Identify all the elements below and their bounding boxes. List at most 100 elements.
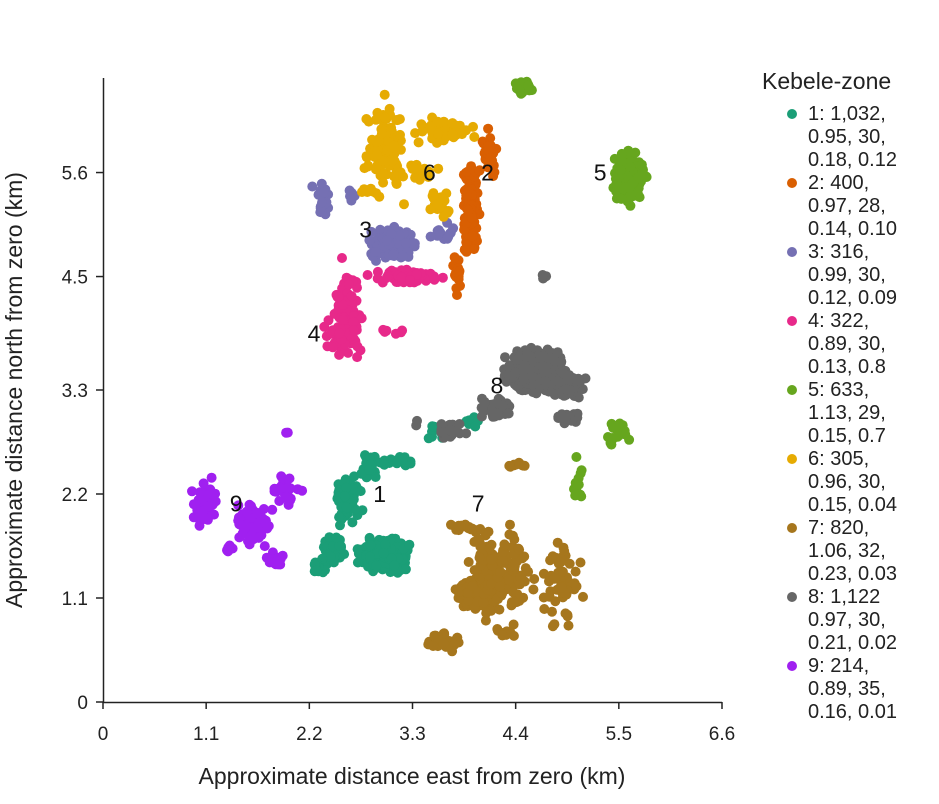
- data-point: [467, 231, 478, 242]
- data-point: [364, 235, 375, 246]
- data-point: [494, 581, 505, 592]
- data-point: [539, 375, 550, 386]
- data-point: [364, 551, 375, 562]
- data-point: [539, 604, 550, 614]
- data-point: [209, 509, 219, 520]
- data-point: [372, 107, 383, 118]
- data-point: [276, 471, 287, 482]
- series-5-points: [510, 76, 652, 502]
- x-tick-label: 6.6: [709, 724, 735, 745]
- data-point: [372, 150, 383, 160]
- data-point: [575, 557, 586, 568]
- data-point: [547, 621, 558, 632]
- data-point: [283, 482, 294, 493]
- data-point: [503, 408, 514, 419]
- series-4-points: [319, 253, 448, 363]
- data-point: [397, 251, 408, 262]
- data-point: [359, 163, 370, 174]
- y-tick-label: 1.1: [62, 589, 88, 610]
- data-point: [538, 568, 549, 579]
- data-point: [453, 520, 464, 531]
- data-point: [404, 539, 415, 550]
- data-point: [520, 563, 531, 574]
- data-point: [438, 211, 449, 222]
- data-point: [487, 406, 498, 417]
- data-point: [259, 541, 270, 552]
- data-point: [350, 504, 360, 515]
- data-point: [227, 543, 238, 554]
- data-point: [475, 524, 486, 534]
- data-point: [334, 512, 345, 523]
- data-point: [334, 540, 345, 551]
- data-point: [319, 321, 330, 332]
- legend-item-9: 9: 214, 0.89, 35, 0.16, 0.01: [762, 655, 937, 724]
- data-point: [442, 233, 453, 244]
- data-point: [317, 197, 327, 208]
- data-point: [531, 388, 542, 399]
- data-point: [514, 544, 525, 555]
- data-point: [469, 132, 480, 142]
- legend-marker: [787, 454, 797, 464]
- data-point: [479, 396, 490, 407]
- data-point: [514, 86, 525, 97]
- data-point: [486, 578, 497, 589]
- x-tick-label: 3.3: [399, 724, 425, 745]
- data-point: [433, 163, 444, 174]
- data-point: [497, 400, 508, 411]
- legend-marker: [787, 661, 797, 671]
- data-point: [433, 226, 444, 237]
- data-point: [538, 365, 549, 376]
- data-point: [466, 213, 477, 223]
- data-point: [573, 473, 584, 484]
- data-point: [281, 427, 292, 438]
- data-point: [429, 274, 440, 285]
- data-point: [258, 504, 269, 514]
- data-point: [537, 270, 548, 280]
- data-point: [459, 244, 470, 255]
- data-point: [470, 421, 481, 432]
- legend-marker: [787, 592, 797, 602]
- data-point: [366, 226, 377, 237]
- data-point: [510, 367, 521, 378]
- data-point: [234, 532, 245, 543]
- data-point: [523, 80, 534, 91]
- data-point: [352, 557, 363, 568]
- data-point: [467, 581, 478, 591]
- data-point: [364, 464, 375, 475]
- data-point: [356, 313, 367, 324]
- x-tick-label: 4.4: [502, 724, 529, 745]
- data-point: [563, 372, 574, 383]
- data-point: [495, 567, 506, 578]
- data-point: [357, 505, 368, 516]
- series-8-points: [411, 270, 591, 443]
- series-1-points: [309, 412, 483, 578]
- data-point: [252, 522, 263, 533]
- data-point: [610, 421, 621, 432]
- data-point: [487, 155, 498, 166]
- data-point: [503, 574, 514, 585]
- legend-marker: [787, 247, 797, 257]
- data-point: [388, 249, 399, 260]
- data-point: [418, 167, 428, 178]
- data-point: [352, 341, 363, 352]
- data-point: [379, 89, 390, 100]
- data-point: [392, 115, 403, 126]
- zone-label-6: 6: [423, 160, 436, 186]
- data-point: [469, 536, 480, 547]
- data-point: [494, 604, 505, 615]
- data-point: [365, 183, 376, 194]
- data-point: [461, 428, 472, 439]
- data-point: [371, 560, 382, 571]
- legend-label: 8: 1,122 0.97, 30, 0.21, 0.02: [808, 586, 897, 654]
- data-point: [273, 559, 284, 570]
- legend-item-3: 3: 316, 0.99, 30, 0.12, 0.09: [762, 241, 937, 310]
- data-point: [391, 179, 402, 189]
- data-point: [508, 630, 519, 641]
- data-point: [447, 646, 458, 657]
- data-point: [488, 171, 499, 182]
- data-point: [486, 539, 497, 550]
- data-point: [446, 426, 457, 437]
- legend-item-1: 1: 1,032, 0.95, 30, 0.18, 0.12: [762, 103, 937, 172]
- legend-marker: [787, 109, 797, 119]
